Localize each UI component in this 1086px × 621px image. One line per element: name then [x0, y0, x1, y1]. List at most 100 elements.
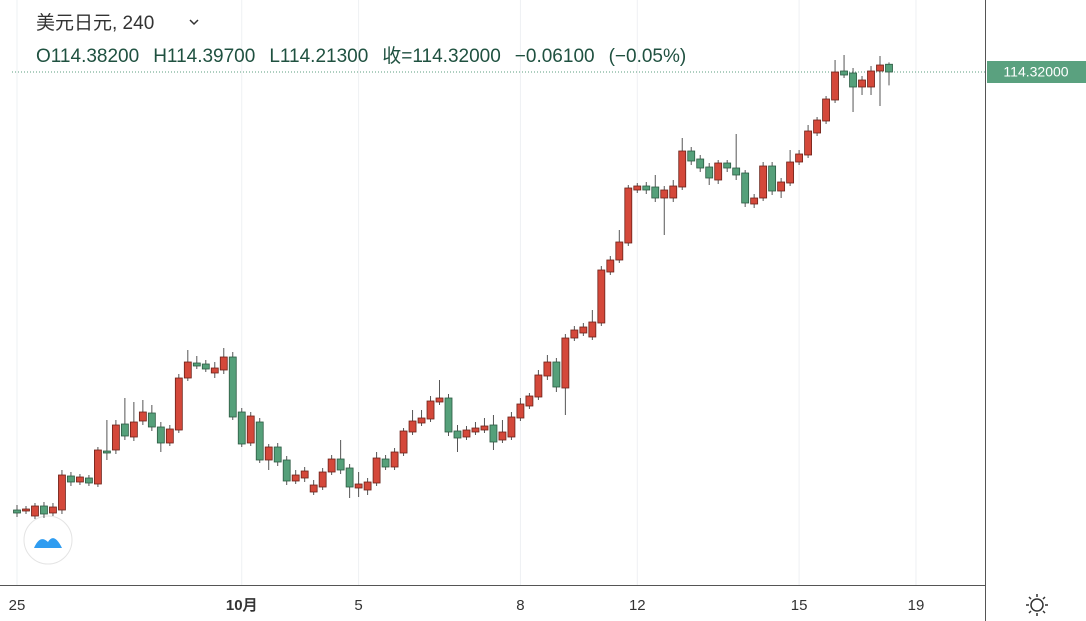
candle-body	[417, 417, 426, 424]
candle-body	[687, 150, 696, 162]
candle-body	[381, 458, 390, 468]
candle-body	[49, 506, 57, 514]
candle-body	[714, 162, 723, 181]
candle-body	[264, 446, 273, 461]
candle-body	[750, 197, 759, 205]
candle-body	[624, 187, 633, 244]
candle-body	[192, 362, 201, 367]
candle-body	[399, 430, 408, 454]
ohlc-high: H114.39700	[153, 46, 255, 67]
x-tick-label: 5	[354, 597, 362, 614]
logo[interactable]	[23, 515, 73, 565]
candle-body	[336, 458, 345, 471]
candle-body	[732, 167, 741, 176]
candle-body	[94, 449, 102, 485]
candle-body	[597, 269, 606, 324]
candle-body	[543, 361, 552, 377]
x-tick-label: 15	[791, 597, 808, 614]
candle-body	[219, 356, 228, 371]
candle-body	[273, 446, 282, 463]
candle-body	[525, 395, 534, 407]
candle-body	[255, 421, 264, 461]
ohlc-open: O114.38200	[36, 46, 139, 67]
candle-body	[678, 150, 687, 188]
candle-body	[615, 241, 624, 261]
candle-body	[138, 411, 147, 422]
candle-body	[327, 458, 336, 473]
candle-body	[363, 481, 372, 491]
candle-body	[426, 400, 435, 420]
price-label-box	[987, 61, 1086, 83]
candle-body	[804, 130, 812, 156]
candle-body	[13, 509, 21, 514]
candle-body	[813, 119, 821, 134]
candle-body	[156, 426, 165, 444]
candle-body	[354, 483, 363, 489]
candle-body	[534, 374, 543, 398]
x-tick-label: 25	[9, 597, 26, 614]
candle-body	[76, 476, 84, 483]
candle-body	[885, 63, 893, 73]
candle-body	[759, 165, 768, 199]
x-tick-label: 12	[629, 597, 646, 614]
candle-body	[435, 397, 444, 403]
x-tick-label: 19	[908, 597, 925, 614]
candle-body	[642, 185, 651, 191]
candle-body	[588, 321, 597, 338]
candle-body	[858, 79, 866, 88]
candle-body	[345, 467, 354, 488]
ohlc-low: L114.21300	[269, 46, 368, 67]
dropdown-icon[interactable]	[189, 19, 199, 26]
candle-body	[165, 428, 174, 444]
candle-body	[309, 484, 318, 493]
candle-body	[120, 423, 129, 437]
candle-body	[300, 470, 309, 479]
candle-body	[174, 377, 183, 431]
ohlc-change: −0.06100	[515, 46, 595, 67]
candle-body	[462, 429, 471, 438]
candle-body	[768, 165, 777, 192]
candle-body	[291, 474, 300, 482]
candle-body	[840, 70, 848, 76]
candle-body	[22, 508, 30, 512]
candle-body	[390, 451, 399, 468]
candle-body	[372, 457, 381, 484]
chart-title: 美元日元, 240	[36, 12, 154, 34]
candle-body	[633, 185, 642, 191]
candle-body	[777, 181, 786, 192]
candle-body	[444, 397, 453, 433]
candle-body	[867, 70, 875, 88]
candle-body	[741, 172, 750, 204]
candle-body	[831, 71, 839, 101]
candle-body	[516, 403, 525, 419]
candle-body	[480, 425, 489, 431]
logo-shape	[34, 538, 62, 548]
candle-body	[183, 361, 192, 379]
candle-body	[471, 427, 480, 433]
ohlc-header: O114.38200 H114.39700 L114.21300 收=114.3200…	[36, 45, 686, 67]
candle-body	[723, 162, 732, 169]
candle-body	[651, 186, 660, 199]
candle-body	[705, 166, 714, 179]
candle-body	[552, 361, 561, 388]
candle-body	[795, 153, 804, 163]
candle-body	[228, 356, 237, 418]
candle-body	[561, 337, 570, 389]
candle-body	[696, 158, 705, 169]
candle-body	[507, 416, 516, 438]
x-tick-label: 8	[516, 597, 524, 614]
candle-body	[660, 189, 669, 199]
candle-body	[282, 459, 291, 482]
candle-body	[31, 505, 39, 517]
candle-body	[58, 474, 66, 511]
settings-icon[interactable]	[1026, 594, 1048, 616]
ohlc-close: 收=114.32000	[382, 45, 501, 67]
candle-body	[453, 430, 462, 439]
candle-body	[669, 185, 678, 199]
candle-body	[102, 450, 111, 454]
candle-body	[570, 329, 579, 339]
candle-body	[147, 412, 156, 428]
ohlc-change-pct: (−0.05%)	[609, 46, 687, 67]
candle-body	[40, 505, 48, 515]
